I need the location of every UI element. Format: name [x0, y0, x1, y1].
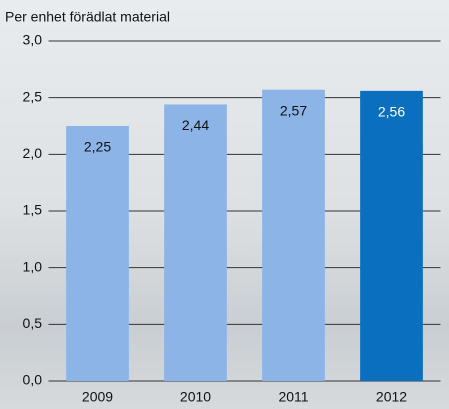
y-tick-label: 2,5 — [23, 88, 43, 104]
x-tick-label: 2010 — [180, 389, 211, 405]
y-tick-label: 2,0 — [23, 145, 43, 161]
bar — [360, 90, 423, 381]
data-label: 2,25 — [84, 139, 111, 155]
y-tick-label: 0,5 — [23, 315, 43, 331]
x-tick-label: 2009 — [82, 389, 113, 405]
data-label: 2,44 — [182, 117, 209, 133]
x-tick-label: 2012 — [376, 389, 407, 405]
bar — [66, 126, 129, 381]
y-tick-label: 1,5 — [23, 202, 43, 218]
chart-title: Per enhet förädlat material — [5, 9, 170, 25]
y-tick-label: 1,0 — [23, 258, 43, 274]
y-tick-label: 3,0 — [23, 32, 43, 48]
data-label: 2,56 — [378, 104, 405, 120]
bar — [262, 89, 325, 381]
y-tick-label: 0,0 — [23, 372, 43, 388]
data-label: 2,57 — [280, 102, 307, 118]
bar — [164, 104, 227, 381]
x-tick-label: 2011 — [278, 389, 308, 405]
